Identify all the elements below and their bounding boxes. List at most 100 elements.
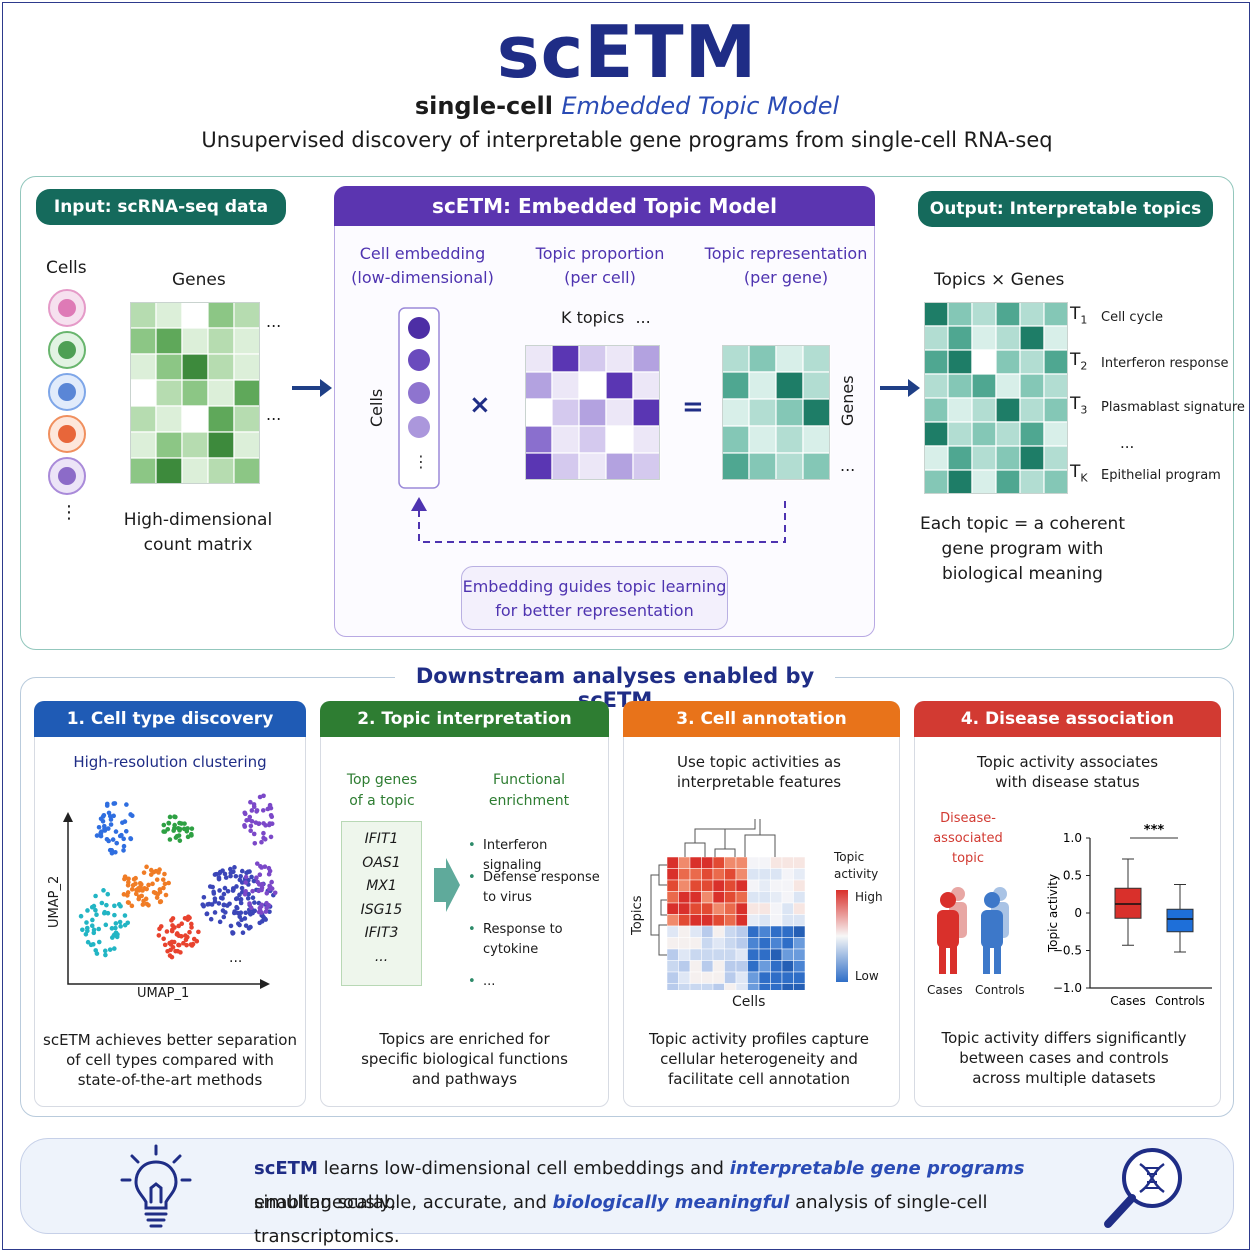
heatmap-cell bbox=[689, 914, 702, 927]
umap-point bbox=[123, 829, 129, 834]
summary-text: learns low-dimensional cell embeddings a… bbox=[317, 1158, 730, 1179]
cells-vdots: ⋮ bbox=[60, 502, 78, 523]
umap-point bbox=[201, 894, 207, 900]
umap-point bbox=[243, 910, 248, 916]
legend-title-line: Topic bbox=[834, 850, 865, 864]
umap-point bbox=[122, 819, 128, 824]
embedding-vdots: ⋮ bbox=[413, 452, 429, 471]
matrix-cell bbox=[1043, 397, 1068, 423]
heatmap-cell bbox=[724, 971, 737, 984]
heatmap-cell bbox=[758, 914, 771, 927]
umap-point bbox=[183, 937, 189, 943]
heatmap-cell bbox=[747, 948, 760, 961]
heatmap-cell bbox=[747, 960, 760, 973]
matrix-cell bbox=[632, 345, 661, 373]
umap-point bbox=[162, 829, 168, 834]
times-sign: × bbox=[469, 390, 491, 420]
umap-point bbox=[217, 919, 223, 925]
matrix-cell bbox=[1043, 469, 1068, 494]
heatmap-cell bbox=[678, 948, 691, 961]
umap-point bbox=[246, 891, 251, 897]
matrix-cell bbox=[181, 431, 209, 459]
heatmap-cell bbox=[689, 856, 702, 869]
umap-point bbox=[169, 918, 174, 923]
matrix-cell bbox=[775, 398, 804, 427]
matrix-cell bbox=[995, 349, 1021, 375]
heatmap-cell bbox=[747, 983, 760, 990]
umap-point bbox=[170, 927, 175, 933]
card3-subtitle: Use topic activities as interpretable fea… bbox=[623, 752, 895, 792]
output-caption-line1: Each topic = a coherent bbox=[920, 514, 1125, 534]
heatmap-cell bbox=[781, 937, 794, 950]
umap-point bbox=[252, 840, 258, 846]
umap-point bbox=[183, 933, 188, 938]
heatmap-cell bbox=[735, 971, 748, 984]
matrix-cell bbox=[971, 397, 997, 423]
umap-point bbox=[250, 888, 255, 894]
umap-point bbox=[272, 890, 278, 896]
matrix-cell bbox=[525, 425, 553, 454]
matrix-cell bbox=[802, 425, 831, 454]
heatmap-cell bbox=[781, 971, 794, 984]
heatmap-cell bbox=[724, 960, 737, 973]
heatmap-colorbar bbox=[836, 890, 848, 982]
umap-point bbox=[96, 824, 102, 830]
cells-label: Cells bbox=[46, 258, 87, 278]
umap-point bbox=[242, 810, 248, 816]
heatmap-legend-title: Topic activity bbox=[834, 849, 878, 883]
matrix-cell bbox=[1043, 302, 1068, 327]
heatmap-cell bbox=[793, 983, 806, 990]
matrix-cell bbox=[578, 425, 607, 454]
disease-label-line: topic bbox=[951, 851, 985, 866]
umap-point bbox=[204, 911, 210, 917]
summary-emphasis: interpretable gene programs bbox=[729, 1158, 1025, 1179]
page-title: scETM bbox=[496, 10, 758, 94]
matrix-cell bbox=[578, 398, 607, 427]
umap-point bbox=[105, 910, 111, 916]
umap-point bbox=[220, 868, 225, 873]
umap-point bbox=[156, 870, 161, 875]
umap-point bbox=[162, 871, 167, 877]
umap-point bbox=[163, 892, 169, 898]
umap-point bbox=[211, 891, 217, 896]
heatmap-cell bbox=[770, 960, 783, 973]
col2-line1: Topic proportion bbox=[535, 244, 665, 263]
matrix-cell bbox=[748, 425, 777, 454]
heatmap-cell bbox=[678, 983, 691, 990]
arrow-right-icon bbox=[880, 379, 920, 397]
heatmap-cell bbox=[666, 948, 679, 961]
umap-point bbox=[266, 871, 272, 877]
heatmap-cell bbox=[758, 856, 771, 869]
umap-point bbox=[267, 805, 272, 811]
card3-title: 3. Cell annotation bbox=[623, 701, 900, 737]
umap-point bbox=[172, 822, 177, 828]
umap-point bbox=[109, 926, 115, 931]
heatmap-cell bbox=[770, 914, 783, 927]
heatmap-cell bbox=[747, 879, 760, 892]
umap-point bbox=[257, 920, 263, 926]
matrix-cell bbox=[971, 469, 997, 494]
heatmap-cell bbox=[724, 925, 737, 938]
umap-point bbox=[99, 829, 104, 834]
umap-point bbox=[254, 875, 259, 881]
matrix-cell bbox=[130, 327, 157, 355]
model-pill: scETM: Embedded Topic Model bbox=[334, 186, 875, 226]
umap-point bbox=[243, 923, 249, 928]
umap-point bbox=[112, 912, 117, 918]
heatmap-cell bbox=[724, 902, 737, 915]
umap-point bbox=[261, 793, 266, 799]
umap-point bbox=[100, 819, 106, 824]
umap-point bbox=[242, 916, 248, 921]
heatmap-cell bbox=[712, 960, 725, 973]
umap-point bbox=[214, 871, 219, 877]
umap-axis-arrow bbox=[260, 979, 270, 989]
topic-proportion-label: Topic proportion (per cell) bbox=[520, 242, 680, 290]
matrix-cell bbox=[578, 452, 607, 481]
heatmap-cell bbox=[689, 937, 702, 950]
matrix-cell bbox=[551, 398, 580, 427]
genes-axis-label: Genes bbox=[838, 375, 857, 426]
umap-point bbox=[139, 882, 144, 887]
function-line: cytokine bbox=[483, 942, 539, 957]
heatmap-cell bbox=[724, 868, 737, 881]
column-dendrogram bbox=[684, 819, 776, 857]
